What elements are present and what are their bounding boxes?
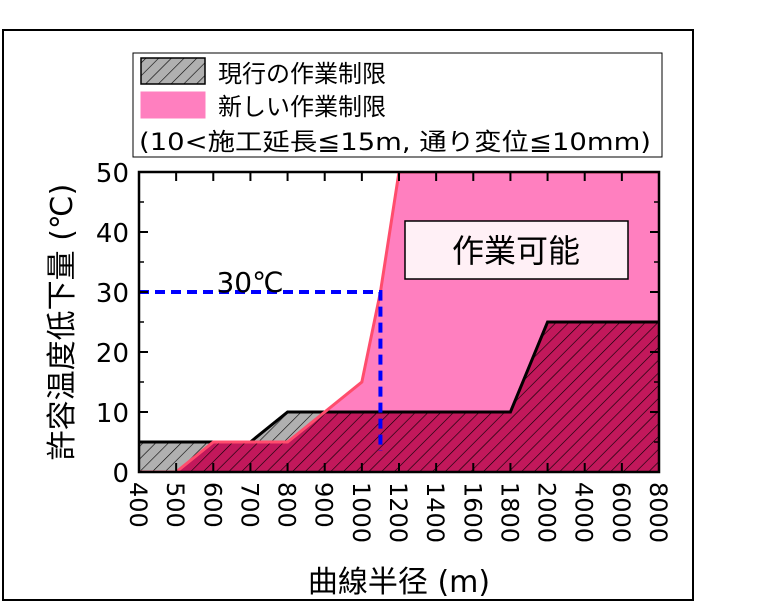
y-tick-label: 40 bbox=[96, 219, 129, 249]
legend-swatch-current-hatch bbox=[141, 58, 205, 84]
annotation-work-allowed-box bbox=[404, 220, 629, 280]
area-current-hatch bbox=[139, 322, 659, 472]
annotation-work-allowed: 作業可能 bbox=[404, 220, 629, 280]
annotation-work-allowed-text: 作業可能 bbox=[452, 232, 580, 270]
y-tick-label: 0 bbox=[112, 459, 129, 489]
legend: 現行の作業制限 新しい作業制限 (10<施工延長≦15m, 通り変位≦10mm) bbox=[132, 52, 663, 158]
annotation-30c: 30℃ bbox=[216, 266, 283, 299]
x-tick-label: 1800 bbox=[495, 482, 523, 543]
guide-30c bbox=[139, 290, 383, 451]
legend-label-current: 現行の作業制限 bbox=[218, 60, 386, 88]
legend-note: (10<施工延長≦15m, 通り変位≦10mm) bbox=[139, 128, 651, 156]
x-tick-label: 700 bbox=[235, 482, 263, 528]
x-tick-label: 2000 bbox=[533, 482, 561, 543]
line-current bbox=[139, 320, 659, 444]
x-tick-label: 500 bbox=[161, 482, 189, 528]
x-tick-label: 8000 bbox=[644, 482, 672, 543]
y-tick-label: 30 bbox=[96, 279, 129, 309]
x-axis-label: 曲線半径 (m) bbox=[308, 565, 490, 600]
y-axis-label: 許容温度低下量 (℃) bbox=[45, 184, 80, 461]
x-tick-label: 600 bbox=[198, 482, 226, 528]
legend-label-new: 新しい作業制限 bbox=[218, 93, 386, 121]
x-tick-label: 1200 bbox=[384, 482, 412, 543]
y-tick-label: 10 bbox=[96, 399, 129, 429]
x-tick-label: 1000 bbox=[347, 482, 375, 543]
x-tick-label: 1600 bbox=[458, 482, 486, 543]
line-new bbox=[139, 172, 659, 472]
plot-border bbox=[137, 170, 661, 474]
x-tick-label: 800 bbox=[273, 482, 301, 528]
x-tick-label: 900 bbox=[310, 482, 338, 528]
x-tick-label: 6000 bbox=[607, 482, 635, 543]
x-tick-label: 4000 bbox=[570, 482, 598, 543]
x-tick-label: 400 bbox=[124, 482, 152, 528]
x-tick-label: 1400 bbox=[421, 482, 449, 543]
legend-box bbox=[132, 52, 663, 158]
legend-swatch-new bbox=[140, 91, 206, 119]
y-tick-label: 50 bbox=[96, 159, 129, 189]
y-tick-label: 20 bbox=[96, 339, 129, 369]
